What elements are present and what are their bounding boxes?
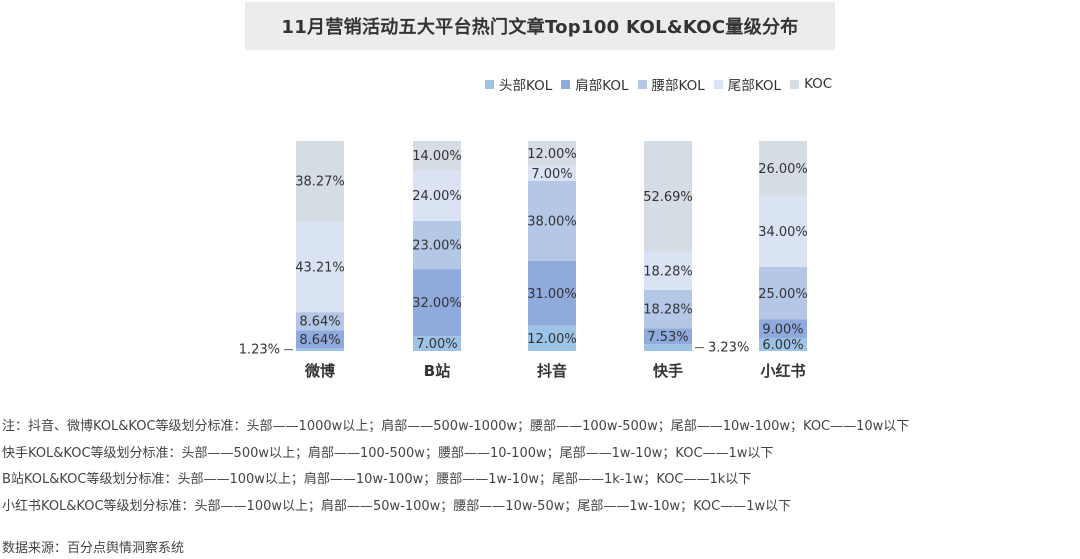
data-label: 31.00%	[527, 287, 577, 302]
category-label: 小红书	[760, 362, 805, 380]
bar-segment	[644, 344, 692, 351]
bar-segment	[644, 251, 692, 291]
note-line-2: 快手KOL&KOC等级划分标准：头部——500w以上；肩部——100-500w；…	[2, 445, 774, 461]
bar-segment	[413, 141, 461, 171]
note-line-1: 注：抖音、微博KOL&KOC等级划分标准：头部——1000w以上；肩部——500…	[2, 419, 910, 434]
stacked-bar-chart: 1.23% 8.64% 8.64% 43.21% 38.27% 微博 7.00% 32.00%…	[239, 140, 808, 380]
bar-segment	[413, 269, 461, 337]
data-label: 7.53%	[647, 330, 688, 345]
data-label: 25.00%	[758, 287, 808, 302]
bar-segment	[296, 312, 344, 331]
data-label: 52.69%	[643, 190, 693, 205]
data-label: 43.21%	[295, 260, 345, 275]
data-label: 12.00%	[527, 147, 577, 162]
legend-label: KOC	[804, 76, 833, 92]
data-label: 8.64%	[299, 315, 340, 330]
data-label: 32.00%	[412, 296, 462, 311]
chart-title: 11月营销活动五大平台热门文章Top100 KOL&KOC量级分布	[281, 17, 799, 38]
legend-swatch	[637, 79, 647, 89]
data-label: 3.23%	[708, 341, 749, 356]
bar-segment	[413, 220, 461, 270]
legend-swatch	[790, 79, 800, 89]
bar-segment	[644, 140, 692, 252]
bar-segment	[296, 141, 344, 222]
data-label: 26.00%	[758, 162, 808, 177]
legend-item: 头部KOL	[485, 74, 552, 94]
bar-segment	[296, 221, 344, 313]
data-label: 7.00%	[531, 167, 572, 182]
data-label: 8.64%	[299, 333, 340, 348]
data-label: 7.00%	[416, 337, 457, 352]
legend-swatch	[485, 79, 494, 89]
data-label: 1.23%	[239, 343, 280, 358]
legend-label: 头部KOL	[499, 78, 553, 94]
legend-swatch	[713, 79, 723, 89]
bar-segment	[759, 319, 807, 339]
legend-label: 尾部KOL	[727, 78, 782, 94]
data-label: 34.00%	[758, 225, 808, 240]
legend-label: 肩部KOL	[575, 78, 629, 94]
data-label: 9.00%	[762, 322, 803, 337]
bar-segment	[759, 338, 807, 351]
data-label: 12.00%	[527, 332, 577, 347]
legend-item: 肩部KOL	[561, 74, 629, 94]
note-line-3: B站KOL&KOC等级划分标准：头部——100w以上；肩部——10w-100w；…	[2, 472, 752, 487]
data-label: 14.00%	[412, 149, 462, 164]
bar-segment	[528, 141, 576, 167]
bar-segment	[413, 170, 461, 221]
category-label: 快手	[653, 362, 683, 380]
bar-segment	[528, 325, 576, 351]
bar-segment	[759, 141, 807, 196]
bar-segment	[296, 348, 344, 351]
notes: 注：抖音、微博KOL&KOC等级划分标准：头部——1000w以上；肩部——500…	[2, 414, 909, 520]
bar-segment	[296, 330, 344, 349]
category-label: 抖音	[537, 362, 567, 380]
category-label: 微博	[304, 362, 335, 380]
legend-swatch	[561, 79, 571, 89]
bar-segment	[528, 260, 576, 326]
bar-segment	[413, 336, 461, 351]
data-label: 38.27%	[295, 175, 345, 190]
data-label: 6.00%	[762, 338, 803, 353]
bar-segment	[759, 195, 807, 267]
data-label: 38.00%	[527, 214, 577, 229]
note-line-4: 小红书KOL&KOC等级划分标准：头部——100w以上；肩部——50w-100w…	[2, 498, 792, 514]
bar-segment	[644, 328, 692, 345]
data-label: 24.00%	[412, 189, 462, 204]
legend-label: 腰部KOL	[651, 78, 705, 94]
bar-segment	[528, 180, 576, 261]
chart-title-box: 11月营销活动五大平台热门文章Top100 KOL&KOC量级分布	[245, 2, 835, 50]
data-source: 数据来源：百分点舆情洞察系统	[2, 541, 185, 556]
bar-segment	[644, 290, 692, 329]
legend-item: 尾部KOL	[713, 74, 782, 94]
category-label: B站	[424, 362, 450, 380]
chart-legend: 头部KOL 肩部KOL 腰部KOL 尾部KOL KOC	[485, 74, 841, 94]
bar-segment	[528, 166, 576, 181]
legend-item: 腰部KOL	[637, 74, 705, 94]
data-label: 18.28%	[643, 303, 693, 318]
bar-segment	[759, 267, 807, 320]
data-label: 23.00%	[412, 238, 462, 253]
legend-item: KOC	[790, 76, 832, 92]
data-label: 18.28%	[643, 264, 693, 279]
